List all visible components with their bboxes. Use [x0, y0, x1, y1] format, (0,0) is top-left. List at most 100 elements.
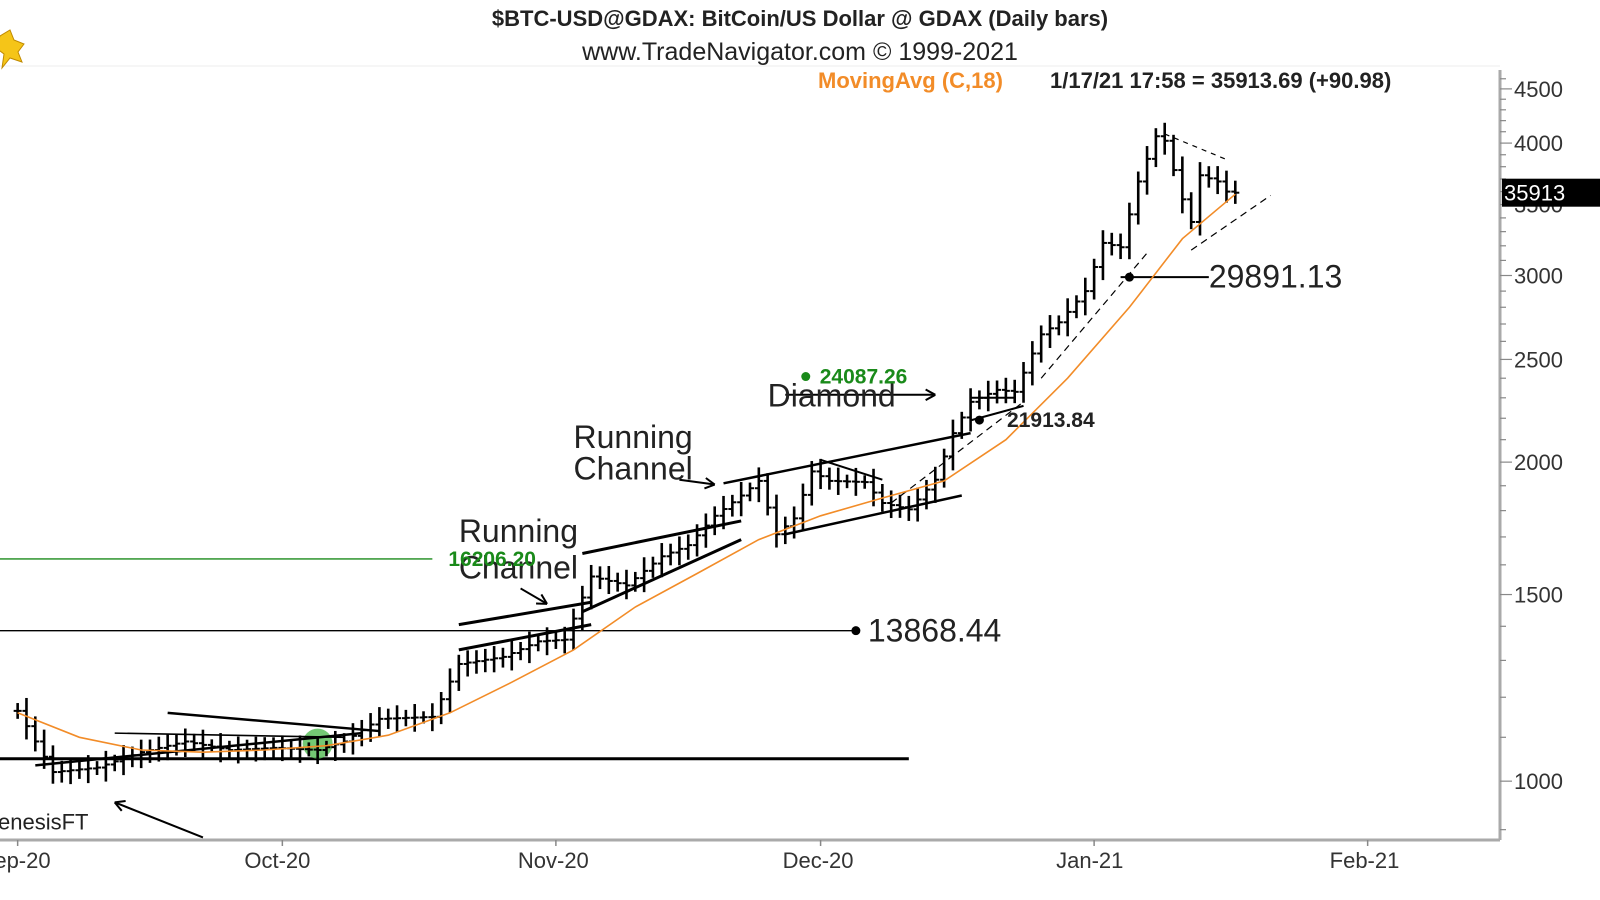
- price-bar: [587, 564, 596, 610]
- level-dot-21913: [974, 415, 984, 425]
- running-channel-upper: [723, 431, 971, 485]
- level-label-1: 13868.44: [868, 613, 1001, 649]
- price-bar: [931, 466, 940, 503]
- channel1-upper: [458, 600, 592, 627]
- y-tick-label: 4500: [1514, 77, 1563, 102]
- moving-average-legend: MovingAvg (C,18): [818, 68, 1003, 93]
- price-bar: [746, 482, 754, 502]
- price-bar: [463, 650, 472, 677]
- price-bar: [251, 736, 260, 762]
- price-bar: [190, 733, 199, 751]
- price-bar: [1081, 277, 1090, 316]
- price-bar: [578, 585, 587, 631]
- price-bar: [560, 626, 569, 654]
- annotation-6: 21913.84: [1007, 409, 1095, 432]
- x-tick-label: Feb-21: [1330, 848, 1400, 873]
- price-bar: [701, 513, 710, 548]
- price-bar: [728, 494, 737, 517]
- y-tick-label: 4000: [1514, 131, 1563, 156]
- y-tick-label: 3000: [1514, 264, 1563, 289]
- price-bar: [1010, 379, 1019, 404]
- support-trendline: [1190, 194, 1271, 251]
- price-bar: [684, 534, 693, 560]
- price-bar: [1222, 170, 1231, 203]
- price-bar: [446, 668, 454, 713]
- level-dot-29891: [1124, 272, 1134, 282]
- price-bar: [622, 569, 631, 600]
- price-bar: [1037, 325, 1046, 363]
- price-bar: [843, 474, 852, 489]
- price-bar: [896, 494, 904, 518]
- price-bar: [366, 713, 375, 742]
- price-bar: [993, 380, 1002, 404]
- price-bar: [128, 746, 137, 768]
- price-bar: [825, 467, 834, 490]
- price-bar: [1063, 298, 1072, 337]
- x-tick-label: Jan-21: [1056, 848, 1123, 873]
- price-bar: [296, 735, 304, 763]
- genesis-arrow: [113, 800, 204, 839]
- trendline-dec: [890, 401, 1024, 504]
- y-tick-label: 1000: [1514, 769, 1563, 794]
- price-bar: [1204, 166, 1213, 188]
- price-bar: [101, 750, 110, 782]
- price-bar: [304, 742, 313, 757]
- price-bar: [1134, 171, 1143, 225]
- price-bar: [984, 380, 993, 412]
- price-bar: [596, 566, 604, 590]
- price-bar: [163, 733, 172, 761]
- price-bar: [48, 745, 57, 784]
- price-bar: [234, 736, 243, 764]
- y-tick-label: 2500: [1514, 347, 1563, 372]
- price-bar: [543, 627, 552, 656]
- price-bar: [66, 757, 75, 785]
- price-bar: [860, 475, 869, 489]
- price-bar: [948, 419, 957, 471]
- price-bar: [1143, 146, 1152, 195]
- price-bar: [834, 467, 843, 495]
- x-tick-label: Dec-20: [783, 848, 854, 873]
- price-bar: [490, 646, 499, 673]
- price-bar: [481, 648, 490, 673]
- price-bar: [851, 467, 860, 496]
- annotation-1: Channel: [459, 549, 578, 585]
- price-bar: [375, 707, 384, 737]
- price-bar: [322, 740, 331, 757]
- price-bar: [516, 642, 525, 661]
- price-bar: [1001, 377, 1010, 404]
- price-bar: [225, 740, 234, 758]
- price-bar: [1213, 166, 1222, 195]
- last-price-tag: [1502, 178, 1600, 207]
- price-bar: [975, 390, 984, 410]
- annotation-5: 24087.26: [820, 365, 908, 388]
- price-bar: [1125, 202, 1134, 260]
- y-tick-label: 2000: [1514, 450, 1563, 475]
- bull-logo-icon: [0, 29, 25, 70]
- price-bar: [666, 543, 675, 566]
- channel-arrow: [520, 587, 548, 605]
- price-bar: [1178, 156, 1187, 214]
- price-bar: [1107, 232, 1116, 256]
- sep-wedge-line: [114, 732, 345, 739]
- y-tick-label: 1500: [1514, 583, 1563, 608]
- channel1-lower: [458, 623, 592, 652]
- price-bar: [137, 739, 146, 769]
- price-bar: [57, 760, 66, 783]
- price-bar: [1231, 180, 1240, 204]
- price-bar: [1090, 258, 1099, 300]
- price-bar: [13, 703, 22, 719]
- price-bar: [1187, 192, 1196, 230]
- price-bar: [913, 487, 922, 522]
- annotations-layer: RunningChannelRunningChannelDiamond24087…: [0, 259, 1342, 835]
- price-bar: [498, 647, 507, 668]
- annotation-0: Running: [459, 513, 578, 549]
- price-bar: [604, 566, 613, 595]
- price-bar: [904, 495, 913, 521]
- price-bar: [207, 739, 216, 753]
- price-bar: [93, 761, 102, 775]
- annotation-2: Running: [574, 419, 693, 455]
- price-bar: [640, 557, 649, 593]
- x-tick-label: Oct-20: [244, 848, 310, 873]
- moving-average-line: [17, 193, 1236, 754]
